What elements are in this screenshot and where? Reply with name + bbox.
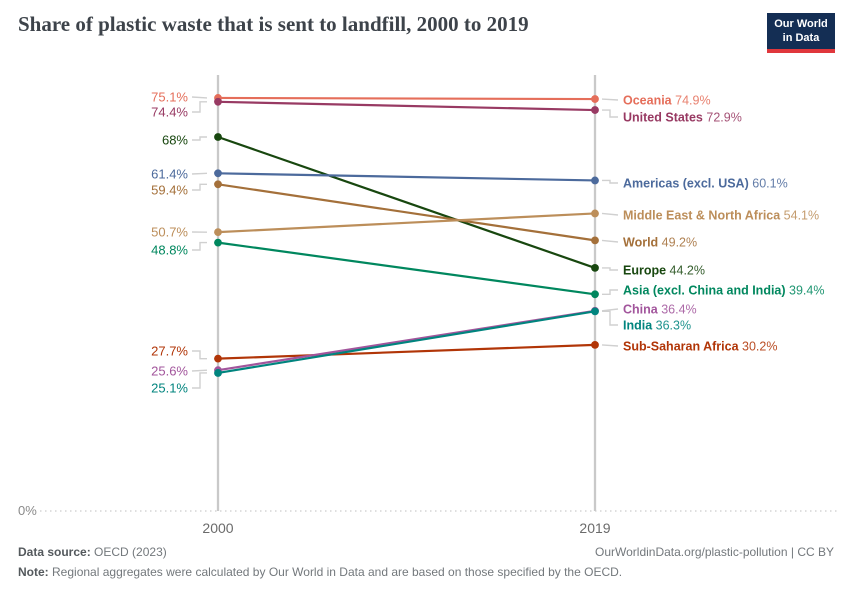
label-connector-right <box>601 212 619 216</box>
label-connector-left <box>191 369 208 372</box>
data-point-end <box>591 264 599 272</box>
series-end-label: China 36.4% <box>623 303 697 317</box>
label-connector-right <box>602 267 618 271</box>
note-label: Note: <box>18 565 49 579</box>
series-end-label: India 36.3% <box>623 319 691 333</box>
x-tick-label: 2000 <box>202 520 233 536</box>
series-end-label: Sub-Saharan Africa 30.2% <box>623 340 777 354</box>
data-point-start <box>214 369 222 377</box>
label-connector-right <box>601 239 619 243</box>
series-end-label: Asia (excl. China and India) 39.4% <box>623 284 824 298</box>
data-point-start <box>214 228 222 237</box>
label-connector-left <box>191 172 208 175</box>
label-connector-left <box>192 183 207 191</box>
data-point-end <box>591 209 599 218</box>
series-line <box>217 212 596 234</box>
series-start-value-label: 74.4% <box>151 105 188 120</box>
series-line <box>217 241 596 296</box>
data-source-label: Data source: <box>18 545 91 559</box>
series-start-value-label: 25.6% <box>151 364 188 379</box>
data-point-start <box>214 354 222 363</box>
label-connector-right <box>601 344 619 347</box>
series-line <box>217 100 596 112</box>
series-line <box>217 135 596 269</box>
data-point-end <box>591 95 599 103</box>
label-connector-right <box>601 98 619 101</box>
chart-note: Note: Regional aggregates were calculate… <box>18 565 834 579</box>
data-point-start <box>214 238 222 247</box>
data-point-end <box>591 290 599 299</box>
owid-logo: Our World in Data <box>767 13 835 53</box>
data-point-end <box>591 236 599 245</box>
series-start-value-label: 48.8% <box>151 243 188 258</box>
data-point-end <box>591 307 599 316</box>
series-end-label: Americas (excl. USA) 60.1% <box>623 177 788 191</box>
y-axis-zero-label: 0% <box>18 503 37 518</box>
label-connector-left <box>192 136 207 141</box>
label-connector-right <box>601 308 619 312</box>
label-connector-right <box>602 179 618 184</box>
data-point-end <box>591 341 599 349</box>
note-text: Regional aggregates were calculated by O… <box>52 565 623 579</box>
series-end-label: Europe 44.2% <box>623 264 705 278</box>
series-end-label: World 49.2% <box>623 236 697 250</box>
data-point-start <box>214 133 222 141</box>
label-connector-left <box>191 96 208 99</box>
series-line <box>217 343 596 360</box>
chart-footer: Data source: OECD (2023) OurWorldinData.… <box>18 545 834 579</box>
series-end-label: Oceania 74.9% <box>623 94 711 108</box>
data-point-end <box>591 106 599 114</box>
data-point-start <box>214 169 222 178</box>
label-connector-left <box>192 241 207 251</box>
label-connector-right <box>602 289 618 295</box>
data-point-start <box>214 97 222 106</box>
series-start-value-label: 61.4% <box>151 167 188 182</box>
series-start-value-label: 75.1% <box>151 90 188 105</box>
series-start-value-label: 68% <box>162 133 188 148</box>
owid-logo-line1: Our World <box>774 18 828 30</box>
data-point-start <box>214 180 222 189</box>
data-source-value: OECD (2023) <box>94 545 167 559</box>
series-end-label: United States 72.9% <box>623 111 742 125</box>
label-connector-left <box>192 101 207 113</box>
series-line <box>217 172 596 182</box>
series-line <box>217 183 596 242</box>
page-title: Share of plastic waste that is sent to l… <box>18 12 529 36</box>
series-start-value-label: 25.1% <box>151 381 188 396</box>
data-source: Data source: OECD (2023) <box>18 545 167 559</box>
series-start-value-label: 27.7% <box>151 344 188 359</box>
series-start-value-label: 50.7% <box>151 225 188 240</box>
series-line <box>217 310 596 375</box>
x-tick-label: 2019 <box>579 520 610 536</box>
data-point-end <box>591 176 599 185</box>
label-connector-right <box>602 310 618 326</box>
series-start-value-label: 59.4% <box>151 183 188 198</box>
label-connector-left <box>192 372 207 389</box>
owid-logo-line2: in Data <box>782 31 820 44</box>
series-end-label: Middle East & North Africa 54.1% <box>623 209 819 223</box>
label-connector-right <box>602 109 618 118</box>
series-line <box>217 96 596 101</box>
label-connector-left <box>192 350 207 360</box>
owid-link[interactable]: OurWorldinData.org/plastic-pollution | C… <box>595 545 834 559</box>
slope-chart: 0% 2000 2019 75.1% Oceania 74.9% 74.4% United … <box>18 75 840 536</box>
